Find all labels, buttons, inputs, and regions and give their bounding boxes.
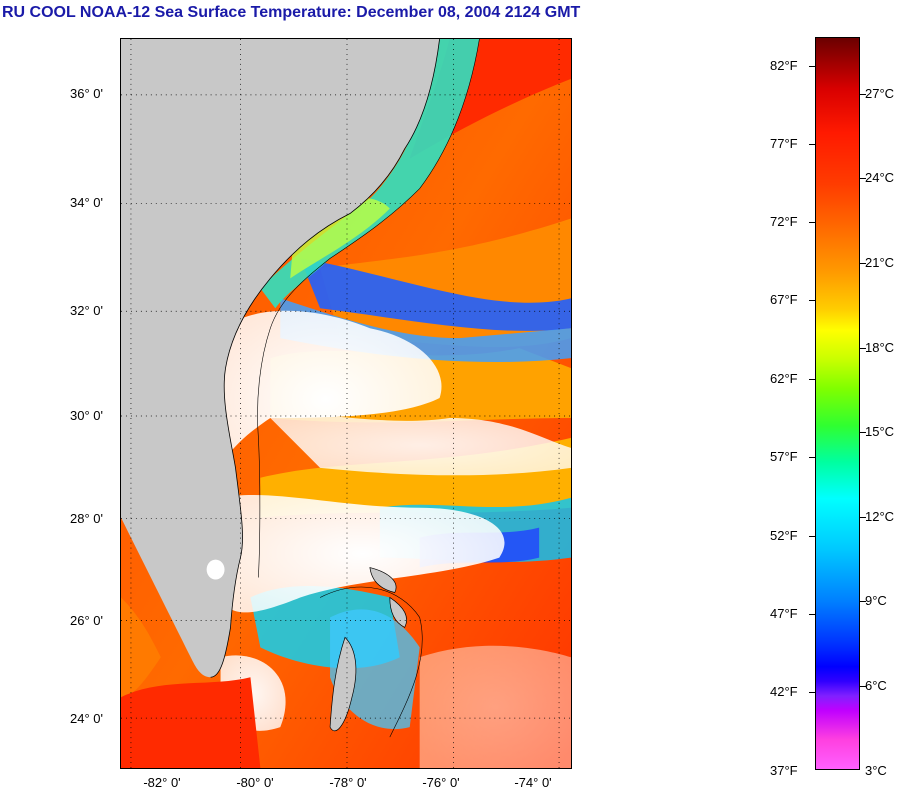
c-label-27: 27°C bbox=[865, 86, 895, 101]
f-label-67: 67°F bbox=[770, 292, 798, 307]
f-tick bbox=[809, 300, 815, 301]
f-label-77: 77°F bbox=[770, 136, 798, 151]
lon-label-80: -80° 0' bbox=[236, 775, 274, 790]
c-tick bbox=[860, 263, 866, 264]
sst-map-graphic bbox=[121, 39, 571, 768]
map-title: RU COOL NOAA-12 Sea Surface Temperature:… bbox=[2, 4, 581, 21]
f-label-82: 82°F bbox=[770, 58, 798, 73]
f-tick bbox=[809, 222, 815, 223]
lon-label-78: -78° 0' bbox=[329, 775, 367, 790]
lon-label-76: -76° 0' bbox=[422, 775, 460, 790]
c-label-18: 18°C bbox=[865, 340, 895, 355]
f-tick bbox=[809, 536, 815, 537]
coastline bbox=[210, 39, 480, 738]
f-tick bbox=[809, 614, 815, 615]
f-label-72: 72°F bbox=[770, 214, 798, 229]
sst-map bbox=[120, 38, 572, 769]
lat-label-26: 26° 0' bbox=[70, 613, 103, 628]
c-label-3: 3°C bbox=[865, 763, 887, 778]
f-tick bbox=[809, 144, 815, 145]
f-label-37: 37°F bbox=[770, 763, 798, 778]
lon-label-74: -74° 0' bbox=[514, 775, 552, 790]
c-tick bbox=[860, 94, 866, 95]
f-label-47: 47°F bbox=[770, 606, 798, 621]
bahamas-islands bbox=[329, 567, 407, 732]
lat-label-32: 32° 0' bbox=[70, 303, 103, 318]
c-tick bbox=[860, 178, 866, 179]
temperature-colorbar bbox=[815, 37, 860, 770]
c-label-12: 12°C bbox=[865, 509, 895, 524]
f-tick bbox=[809, 692, 815, 693]
f-label-62: 62°F bbox=[770, 371, 798, 386]
c-label-9: 9°C bbox=[865, 593, 887, 608]
lat-label-30: 30° 0' bbox=[70, 408, 103, 423]
f-tick bbox=[809, 379, 815, 380]
c-tick bbox=[860, 517, 866, 518]
f-tick bbox=[809, 66, 815, 67]
lat-label-34: 34° 0' bbox=[70, 195, 103, 210]
f-label-57: 57°F bbox=[770, 449, 798, 464]
graticule bbox=[121, 39, 571, 768]
c-tick bbox=[860, 686, 866, 687]
lat-label-28: 28° 0' bbox=[70, 511, 103, 526]
c-label-15: 15°C bbox=[865, 424, 895, 439]
c-tick bbox=[860, 348, 866, 349]
c-label-6: 6°C bbox=[865, 678, 887, 693]
c-tick bbox=[860, 601, 866, 602]
land-area bbox=[121, 39, 440, 678]
lake bbox=[206, 559, 225, 580]
lat-label-24: 24° 0' bbox=[70, 711, 103, 726]
lon-label-82: -82° 0' bbox=[143, 775, 181, 790]
f-tick bbox=[809, 457, 815, 458]
c-tick bbox=[860, 432, 866, 433]
cloud-cover bbox=[210, 310, 571, 768]
lat-label-36: 36° 0' bbox=[70, 86, 103, 101]
c-label-24: 24°C bbox=[865, 170, 895, 185]
f-label-42: 42°F bbox=[770, 684, 798, 699]
f-label-52: 52°F bbox=[770, 528, 798, 543]
c-label-21: 21°C bbox=[865, 255, 895, 270]
